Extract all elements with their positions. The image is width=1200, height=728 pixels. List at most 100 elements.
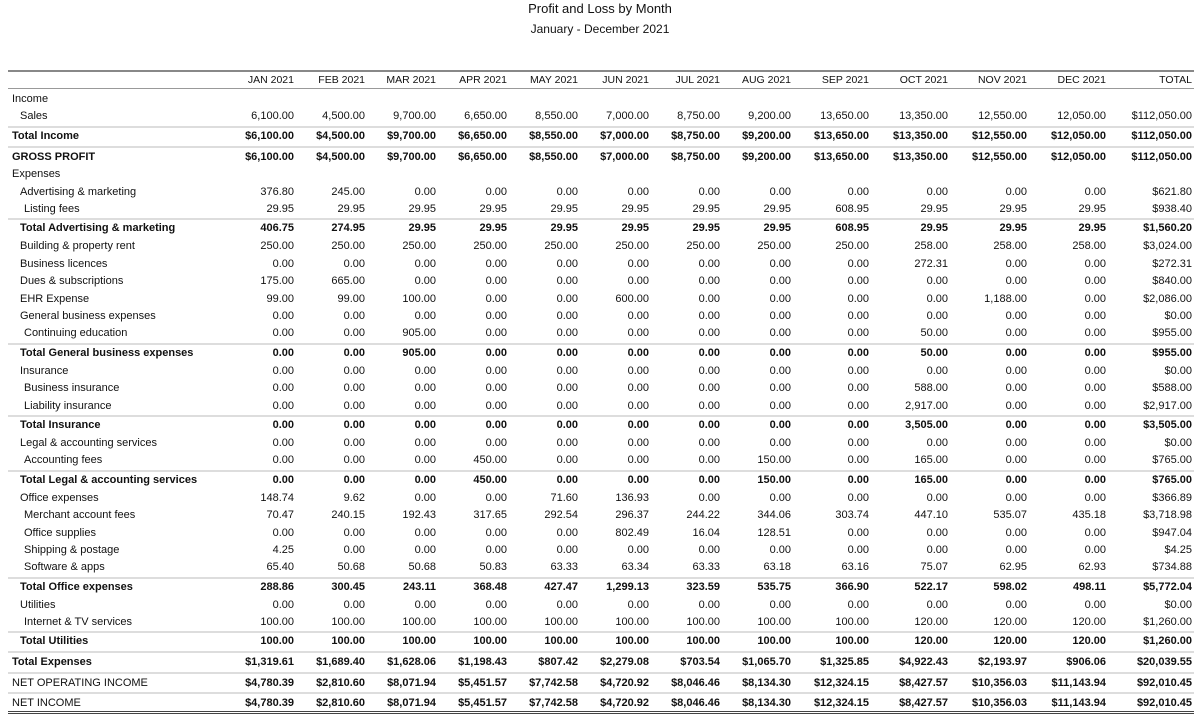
amount-cell[interactable]: 0.00: [414, 473, 436, 486]
column-header-jun-2021[interactable]: JUN 2021: [602, 74, 649, 86]
amount-cell[interactable]: 0.00: [847, 543, 869, 556]
amount-cell[interactable]: 100.00: [402, 616, 436, 629]
amount-cell[interactable]: 0.00: [1084, 543, 1106, 556]
amount-cell[interactable]: $10,356.03: [971, 697, 1027, 710]
amount-cell[interactable]: $947.04: [1152, 526, 1192, 539]
row-label[interactable]: Accounting fees: [24, 454, 103, 467]
amount-cell[interactable]: 0.00: [556, 382, 578, 395]
amount-cell[interactable]: 120.00: [914, 635, 948, 648]
amount-cell[interactable]: 0.00: [847, 598, 869, 611]
amount-cell[interactable]: $840.00: [1152, 275, 1192, 288]
amount-cell[interactable]: 0.00: [1005, 473, 1027, 486]
column-header-mar-2021[interactable]: MAR 2021: [386, 74, 436, 86]
amount-cell[interactable]: $12,324.15: [813, 697, 869, 710]
amount-cell[interactable]: 0.00: [485, 364, 507, 377]
amount-cell[interactable]: 99.00: [266, 292, 294, 305]
amount-cell[interactable]: 244.22: [686, 509, 720, 522]
amount-cell[interactable]: 12,550.00: [978, 110, 1027, 123]
amount-cell[interactable]: $4,780.39: [245, 676, 294, 689]
row-label[interactable]: GROSS PROFIT: [12, 150, 96, 163]
amount-cell[interactable]: 165.00: [914, 454, 948, 467]
amount-cell[interactable]: 0.00: [1084, 526, 1106, 539]
amount-cell[interactable]: $1,689.40: [316, 656, 365, 669]
amount-cell[interactable]: $8,134.30: [742, 697, 791, 710]
amount-cell[interactable]: $11,143.94: [1051, 676, 1106, 689]
amount-cell[interactable]: 0.00: [343, 257, 365, 270]
row-label[interactable]: Income: [12, 93, 49, 105]
amount-cell[interactable]: 50.68: [408, 561, 436, 574]
amount-cell[interactable]: 29.95: [479, 222, 507, 235]
amount-cell[interactable]: 0.00: [414, 275, 436, 288]
amount-cell[interactable]: 63.33: [550, 561, 578, 574]
column-header-oct-2021[interactable]: OCT 2021: [899, 74, 948, 86]
row-label[interactable]: Business licences: [20, 257, 108, 270]
row-label[interactable]: Total Advertising & marketing: [20, 222, 176, 235]
amount-cell[interactable]: 100.00: [835, 616, 869, 629]
column-header-apr-2021[interactable]: APR 2021: [459, 74, 507, 86]
row-label[interactable]: Expenses: [12, 168, 61, 181]
amount-cell[interactable]: $6,100.00: [245, 129, 294, 142]
amount-cell[interactable]: 3,505.00: [905, 418, 948, 431]
amount-cell[interactable]: $1,065.70: [742, 656, 791, 669]
amount-cell[interactable]: 240.15: [331, 509, 365, 522]
amount-cell[interactable]: $1,560.20: [1143, 222, 1192, 235]
amount-cell[interactable]: 100.00: [835, 635, 869, 648]
amount-cell[interactable]: 0.00: [485, 418, 507, 431]
amount-cell[interactable]: 406.75: [260, 222, 294, 235]
amount-cell[interactable]: $12,050.00: [1050, 150, 1106, 163]
amount-cell[interactable]: 0.00: [926, 491, 948, 504]
amount-cell[interactable]: 0.00: [1084, 382, 1106, 395]
amount-cell[interactable]: $12,550.00: [971, 129, 1027, 142]
amount-cell[interactable]: 6,650.00: [464, 110, 507, 123]
amount-cell[interactable]: 0.00: [698, 257, 720, 270]
amount-cell[interactable]: $8,550.00: [529, 150, 578, 163]
amount-cell[interactable]: 0.00: [769, 346, 791, 359]
amount-cell[interactable]: 0.00: [1084, 491, 1106, 504]
row-label[interactable]: Total Office expenses: [20, 580, 133, 593]
amount-cell[interactable]: 0.00: [485, 598, 507, 611]
amount-cell[interactable]: 9,700.00: [393, 110, 436, 123]
amount-cell[interactable]: 245.00: [331, 185, 365, 198]
amount-cell[interactable]: 0.00: [847, 364, 869, 377]
amount-cell[interactable]: 50.68: [337, 561, 365, 574]
amount-cell[interactable]: 250.00: [331, 240, 365, 253]
amount-cell[interactable]: 65.40: [266, 561, 294, 574]
amount-cell[interactable]: 317.65: [473, 509, 507, 522]
amount-cell[interactable]: 9,200.00: [748, 110, 791, 123]
row-label[interactable]: Total Income: [12, 129, 80, 142]
amount-cell[interactable]: $112,050.00: [1131, 110, 1192, 123]
amount-cell[interactable]: 0.00: [1084, 418, 1106, 431]
amount-cell[interactable]: 0.00: [698, 292, 720, 305]
amount-cell[interactable]: 120.00: [993, 635, 1027, 648]
amount-cell[interactable]: $7,742.58: [529, 676, 578, 689]
amount-cell[interactable]: 0.00: [627, 418, 649, 431]
amount-cell[interactable]: 0.00: [769, 436, 791, 449]
amount-cell[interactable]: 450.00: [473, 473, 507, 486]
amount-cell[interactable]: 296.37: [615, 509, 649, 522]
amount-cell[interactable]: 4.25: [272, 543, 294, 556]
amount-cell[interactable]: $6,650.00: [458, 129, 507, 142]
amount-cell[interactable]: 0.00: [1005, 364, 1027, 377]
amount-cell[interactable]: 0.00: [414, 491, 436, 504]
amount-cell[interactable]: 0.00: [272, 257, 294, 270]
amount-cell[interactable]: $0.00: [1164, 436, 1192, 449]
row-label[interactable]: Merchant account fees: [24, 509, 136, 522]
amount-cell[interactable]: 905.00: [402, 327, 436, 340]
amount-cell[interactable]: 0.00: [343, 399, 365, 412]
amount-cell[interactable]: 0.00: [698, 275, 720, 288]
amount-cell[interactable]: $13,350.00: [892, 150, 948, 163]
amount-cell[interactable]: 63.16: [841, 561, 869, 574]
amount-cell[interactable]: 0.00: [627, 257, 649, 270]
amount-cell[interactable]: 0.00: [1005, 436, 1027, 449]
amount-cell[interactable]: $1,628.06: [387, 656, 436, 669]
amount-cell[interactable]: 588.00: [914, 382, 948, 395]
amount-cell[interactable]: $2,086.00: [1143, 292, 1192, 305]
amount-cell[interactable]: 0.00: [769, 185, 791, 198]
amount-cell[interactable]: $2,810.60: [316, 697, 365, 710]
amount-cell[interactable]: 0.00: [1005, 526, 1027, 539]
amount-cell[interactable]: $8,427.57: [899, 676, 948, 689]
amount-cell[interactable]: 4,500.00: [322, 110, 365, 123]
amount-cell[interactable]: 0.00: [414, 598, 436, 611]
row-label[interactable]: General business expenses: [20, 310, 156, 323]
row-label[interactable]: Sales: [20, 110, 48, 123]
